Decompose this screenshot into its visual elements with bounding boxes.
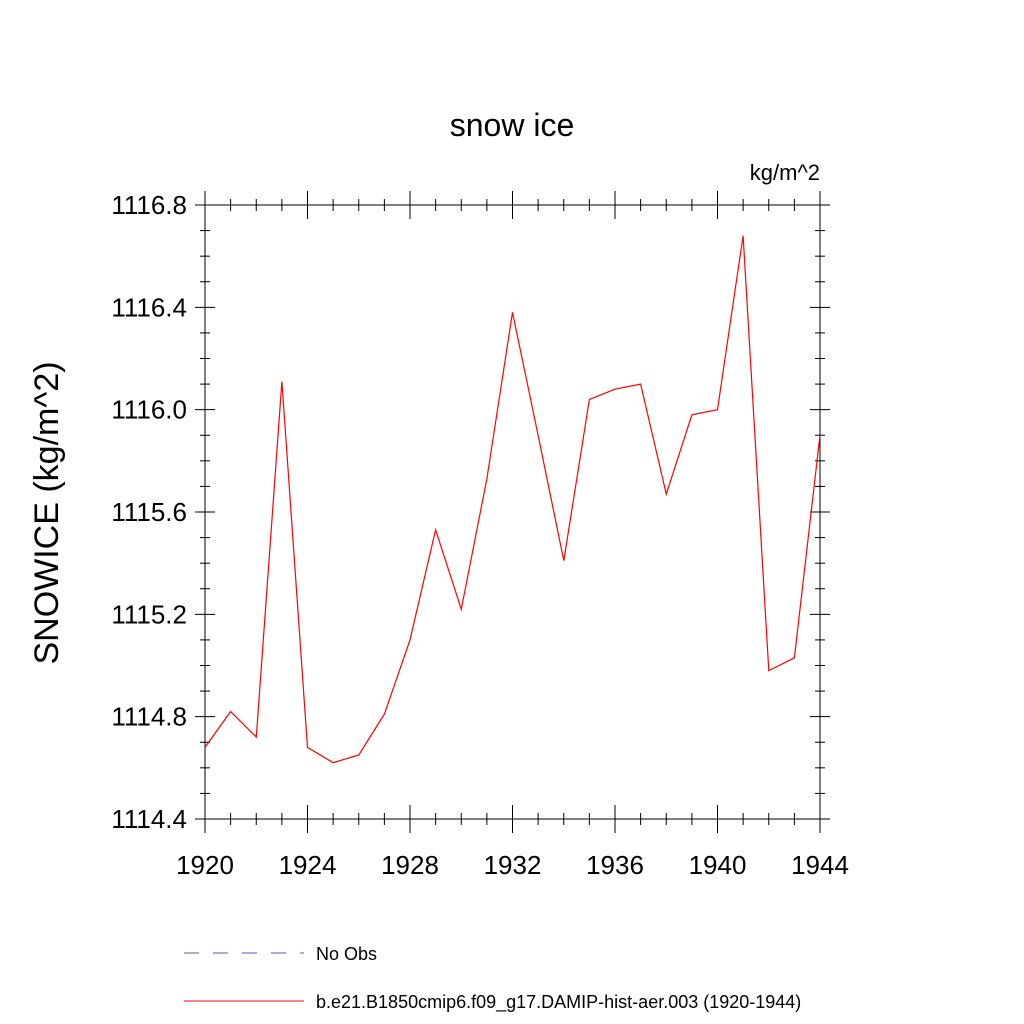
series-layer	[204, 235, 821, 764]
plot-frame	[204, 204, 821, 820]
legend-label: No Obs	[316, 944, 377, 964]
legend: No Obs b.e21.B1850cmip6.f09_g17.DAMIP-his…	[184, 944, 801, 1013]
y-axis-ticks: 1114.4 1114.8 1115.2 1115.6 1116.0 1116.4 1116…	[111, 190, 830, 834]
x-tick-label: 1928	[381, 850, 439, 880]
legend-label: b.e21.B1850cmip6.f09_g17.DAMIP-hist-aer.…	[316, 992, 801, 1013]
y-tick-label: 1115.2	[111, 599, 187, 629]
x-tick-label: 1944	[791, 850, 849, 880]
y-tick-label: 1116.0	[111, 395, 187, 425]
x-tick-label: 1936	[586, 850, 644, 880]
y-tick-label: 1116.4	[111, 292, 187, 322]
units-label: kg/m^2	[750, 160, 820, 185]
y-tick-label: 1114.8	[111, 702, 187, 732]
y-tick-label: 1116.8	[111, 190, 187, 220]
y-axis-title: SNOWICE (kg/m^2)	[28, 361, 66, 664]
chart-title: snow ice	[450, 107, 575, 143]
x-tick-label: 1940	[689, 850, 747, 880]
series-line	[204, 235, 821, 764]
x-tick-label: 1920	[176, 850, 234, 880]
x-tick-label: 1932	[484, 850, 542, 880]
x-axis-ticks: 1920 1924 1928 1932 1936 1940 1944	[176, 191, 849, 880]
x-tick-label: 1924	[279, 850, 337, 880]
y-tick-label: 1115.6	[111, 497, 187, 527]
y-tick-label: 1114.4	[111, 804, 187, 834]
